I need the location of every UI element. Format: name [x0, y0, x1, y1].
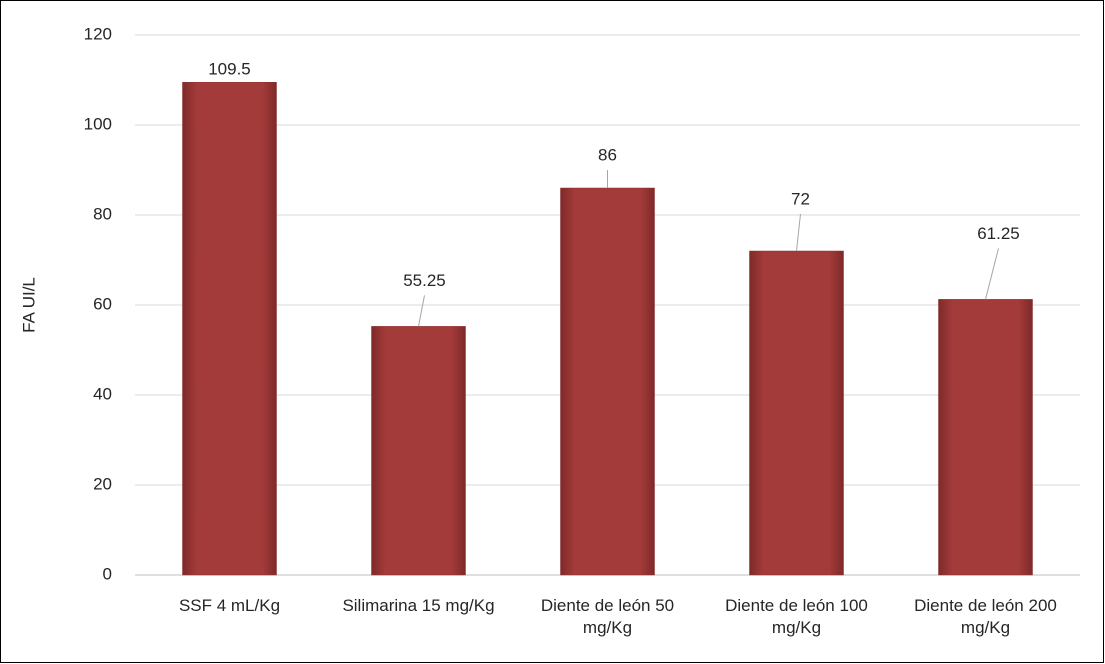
bar: [938, 299, 1033, 576]
data-label: 72: [791, 189, 810, 208]
x-tick-label: Diente de león 50 mg/Kg: [540, 596, 675, 637]
bar: [560, 187, 655, 576]
y-tick-label: 20: [93, 474, 112, 493]
y-tick-label: 120: [84, 24, 112, 43]
x-tick-label: Silimarina 15 mg/Kg: [342, 596, 495, 615]
leader-line: [985, 248, 999, 300]
y-axis-label: FA UI/L: [19, 277, 38, 333]
x-tick-label-box: SSF 4 mL/Kg: [178, 596, 281, 615]
bar: [371, 326, 466, 576]
y-tick-label: 60: [93, 294, 112, 313]
data-label: 61.25: [977, 224, 1020, 243]
x-tick-label-box: Diente de león 50 mg/Kg: [540, 596, 675, 637]
leader-line: [796, 213, 801, 252]
data-label: 109.5: [208, 60, 251, 79]
x-tick-label: SSF 4 mL/Kg: [178, 596, 281, 615]
x-tick-label: Diente de león 100 mg/Kg: [725, 596, 868, 637]
y-tick-label: 0: [103, 564, 112, 583]
y-tick-label: 100: [84, 114, 112, 133]
y-tick-label: 80: [93, 204, 112, 223]
data-label: 86: [598, 145, 617, 164]
x-tick-label-box: Diente de león 200 mg/Kg: [914, 596, 1057, 637]
x-tick-label-box: Diente de león 100 mg/Kg: [725, 596, 868, 637]
leader-line: [418, 295, 425, 327]
x-tick-label-box: Silimarina 15 mg/Kg: [342, 596, 495, 615]
data-label: 55.25: [403, 271, 446, 290]
bar: [182, 82, 277, 576]
x-tick-label: Diente de león 200 mg/Kg: [914, 596, 1057, 637]
y-tick-label: 40: [93, 384, 112, 403]
bar: [749, 250, 844, 576]
